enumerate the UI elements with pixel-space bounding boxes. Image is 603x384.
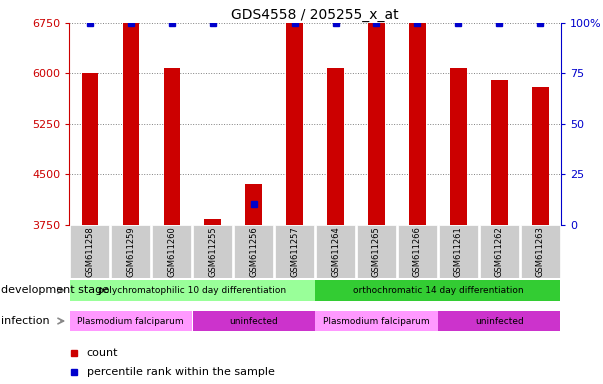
Bar [532,87,549,384]
Bar [315,280,560,301]
Bar [193,225,232,278]
Text: GSM611258: GSM611258 [85,226,94,277]
Bar [245,184,262,384]
Text: GSM611255: GSM611255 [208,226,217,277]
Text: GSM611266: GSM611266 [413,226,422,277]
Bar [368,23,385,384]
Text: GSM611256: GSM611256 [249,226,258,277]
Text: uninfected: uninfected [229,316,278,326]
Bar [192,311,315,331]
Text: GSM611265: GSM611265 [372,226,381,277]
Text: GSM611262: GSM611262 [495,226,504,277]
Bar [163,68,180,384]
Bar [438,311,560,331]
Bar [316,225,355,278]
Bar [439,225,478,278]
Bar [152,225,191,278]
Bar [122,23,139,384]
Text: Plasmodium falciparum: Plasmodium falciparum [323,316,430,326]
Bar [480,225,519,278]
Text: percentile rank within the sample: percentile rank within the sample [87,367,274,377]
Text: development stage: development stage [1,285,109,295]
Bar [450,68,467,384]
Text: GSM611263: GSM611263 [536,226,545,277]
Text: GSM611264: GSM611264 [331,226,340,277]
Bar [70,280,315,301]
Bar [111,225,150,278]
Bar [286,23,303,384]
Bar [70,225,110,278]
Title: GDS4558 / 205255_x_at: GDS4558 / 205255_x_at [232,8,399,22]
Bar [275,225,314,278]
Bar [491,80,508,384]
Bar [234,225,273,278]
Bar [327,68,344,384]
Text: GSM611260: GSM611260 [167,226,176,277]
Bar [315,311,438,331]
Bar [70,311,192,331]
Text: Plasmodium falciparum: Plasmodium falciparum [77,316,184,326]
Text: GSM611261: GSM611261 [454,226,463,277]
Bar [398,225,437,278]
Bar [204,219,221,384]
Text: GSM611257: GSM611257 [290,226,299,277]
Bar [81,73,98,384]
Text: infection: infection [1,316,50,326]
Text: uninfected: uninfected [475,316,524,326]
Text: count: count [87,348,118,358]
Bar [520,225,560,278]
Text: GSM611259: GSM611259 [126,226,135,277]
Text: polychromatophilic 10 day differentiation: polychromatophilic 10 day differentiatio… [98,286,286,295]
Bar [357,225,396,278]
Text: orthochromatic 14 day differentiation: orthochromatic 14 day differentiation [353,286,523,295]
Bar [409,23,426,384]
